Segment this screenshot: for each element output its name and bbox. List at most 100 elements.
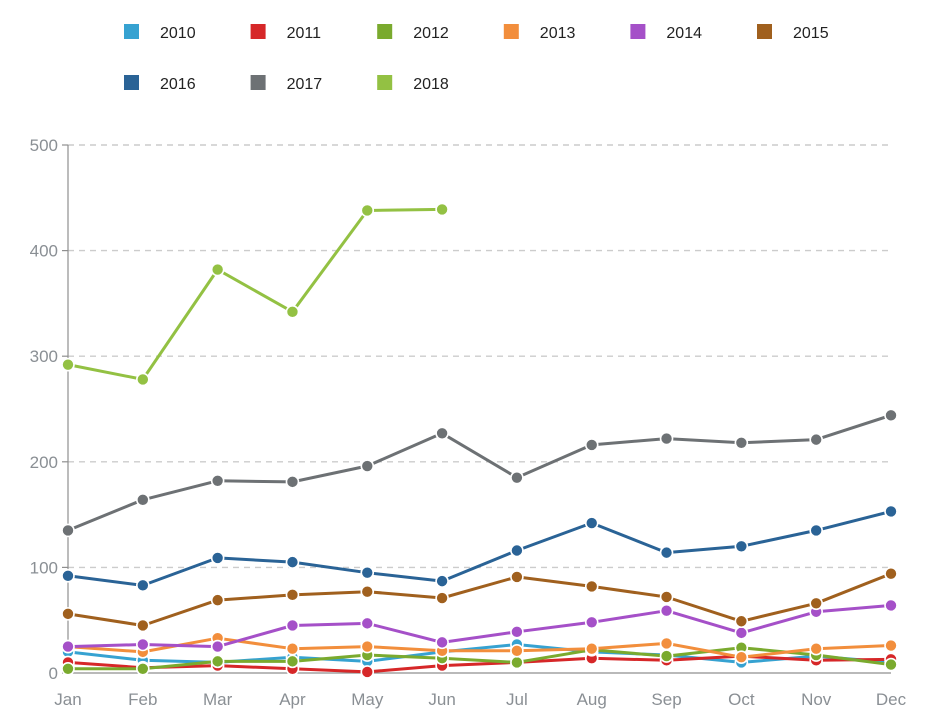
point-2018-feb[interactable] <box>136 372 150 387</box>
point-2016-feb[interactable] <box>136 578 150 593</box>
point-2018-mar[interactable] <box>210 262 225 277</box>
point-2014-dec[interactable] <box>884 598 898 613</box>
legend-label-2010: 2010 <box>160 25 196 42</box>
point-2012-apr[interactable] <box>285 654 300 669</box>
point-2017-jun[interactable] <box>435 426 449 441</box>
point-2016-jan[interactable] <box>61 569 75 583</box>
legend-item-2010[interactable]: 2010 <box>124 24 196 42</box>
point-2016-jul[interactable] <box>510 543 524 558</box>
point-2015-sep[interactable] <box>659 590 674 604</box>
legend-item-2014[interactable]: 2014 <box>630 24 702 42</box>
x-tick-label-may: May <box>351 690 384 709</box>
point-2016-sep[interactable] <box>659 545 674 560</box>
x-tick-label-feb: Feb <box>128 690 157 709</box>
legend-item-2016[interactable]: 2016 <box>124 75 196 93</box>
point-2018-may[interactable] <box>360 203 375 218</box>
point-2012-dec[interactable] <box>884 657 898 672</box>
point-2016-aug[interactable] <box>584 516 599 530</box>
point-2015-apr[interactable] <box>285 588 300 602</box>
point-2015-feb[interactable] <box>136 618 150 633</box>
point-2015-jun[interactable] <box>435 591 449 605</box>
point-2015-mar[interactable] <box>210 593 225 607</box>
point-2015-oct[interactable] <box>734 614 749 629</box>
point-2017-jul[interactable] <box>510 470 524 485</box>
point-2013-aug[interactable] <box>584 641 599 656</box>
point-2012-sep[interactable] <box>659 649 674 663</box>
point-2018-jan[interactable] <box>61 357 75 372</box>
point-2015-may[interactable] <box>360 584 375 599</box>
point-2012-feb[interactable] <box>136 661 150 676</box>
legend-item-2018[interactable]: 2018 <box>377 75 449 93</box>
point-2017-oct[interactable] <box>734 435 749 450</box>
point-2017-dec[interactable] <box>884 408 898 423</box>
point-2013-sep[interactable] <box>659 636 674 651</box>
point-2016-nov[interactable] <box>809 523 823 538</box>
point-2017-feb[interactable] <box>136 493 150 507</box>
point-2016-jun[interactable] <box>435 574 449 588</box>
point-2013-nov[interactable] <box>809 641 823 656</box>
y-tick-label-0: 0 <box>49 664 58 683</box>
x-tick-label-jun: Jun <box>428 690 455 709</box>
point-2016-mar[interactable] <box>210 551 225 565</box>
legend-label-2012: 2012 <box>413 25 449 42</box>
point-2013-apr[interactable] <box>285 641 300 656</box>
point-2018-apr[interactable] <box>285 305 300 319</box>
x-tick-label-oct: Oct <box>728 690 755 709</box>
point-2018-jun[interactable] <box>435 202 449 217</box>
point-2012-mar[interactable] <box>210 654 225 669</box>
point-2017-mar[interactable] <box>210 474 225 488</box>
point-2017-apr[interactable] <box>285 475 300 489</box>
point-2016-dec[interactable] <box>884 504 898 519</box>
point-2014-may[interactable] <box>360 616 375 631</box>
point-2017-may[interactable] <box>360 459 375 473</box>
point-2015-aug[interactable] <box>584 579 599 594</box>
point-2017-sep[interactable] <box>659 431 674 446</box>
point-2013-oct[interactable] <box>734 650 749 664</box>
point-2014-jun[interactable] <box>435 635 449 650</box>
point-2013-dec[interactable] <box>884 638 898 653</box>
point-2012-jan[interactable] <box>61 661 75 676</box>
point-2017-nov[interactable] <box>809 432 823 447</box>
legend-item-2011[interactable]: 2011 <box>250 24 322 42</box>
point-2014-sep[interactable] <box>659 603 674 618</box>
point-2014-apr[interactable] <box>285 618 300 633</box>
series-line-2014 <box>66 603 893 649</box>
point-2011-may[interactable] <box>360 665 375 679</box>
point-2014-oct[interactable] <box>734 626 749 640</box>
point-2015-dec[interactable] <box>884 566 898 581</box>
series-line-2017 <box>66 413 893 532</box>
point-2016-apr[interactable] <box>285 555 300 569</box>
legend-item-2015[interactable]: 2015 <box>757 24 829 42</box>
point-2017-jan[interactable] <box>61 523 75 538</box>
point-2014-feb[interactable] <box>136 637 150 652</box>
point-2013-jul[interactable] <box>510 644 524 658</box>
legend-item-2013[interactable]: 2013 <box>503 24 576 42</box>
point-2017-aug[interactable] <box>584 438 599 452</box>
point-2016-may[interactable] <box>360 565 375 580</box>
point-2012-jul[interactable] <box>510 655 524 670</box>
point-2015-nov[interactable] <box>809 596 823 611</box>
legend-item-2017[interactable]: 2017 <box>250 75 323 93</box>
series-line-2018 <box>66 207 444 381</box>
legend-label-2018: 2018 <box>413 76 449 93</box>
point-2013-may[interactable] <box>360 639 375 654</box>
legend: 2010 2011 2012 2013 2014 2015 2016 2017 2018 <box>124 24 829 93</box>
legend-swatch-2015 <box>757 24 772 39</box>
x-tick-label-apr: Apr <box>279 690 306 709</box>
y-tick-label-400: 400 <box>30 242 58 261</box>
point-2014-jan[interactable] <box>61 639 75 654</box>
legend-swatch-2014 <box>630 24 646 39</box>
point-2016-oct[interactable] <box>734 539 749 554</box>
point-2014-aug[interactable] <box>584 615 599 630</box>
legend-label-2016: 2016 <box>160 76 196 93</box>
point-2015-jul[interactable] <box>510 570 524 584</box>
x-tick-label-nov: Nov <box>801 690 832 709</box>
point-2014-jul[interactable] <box>510 625 524 639</box>
y-tick-label-500: 500 <box>30 136 58 155</box>
y-tick-label-300: 300 <box>30 347 58 366</box>
point-2015-jan[interactable] <box>61 607 75 621</box>
point-2014-mar[interactable] <box>210 639 225 654</box>
legend-item-2012[interactable]: 2012 <box>377 24 449 42</box>
